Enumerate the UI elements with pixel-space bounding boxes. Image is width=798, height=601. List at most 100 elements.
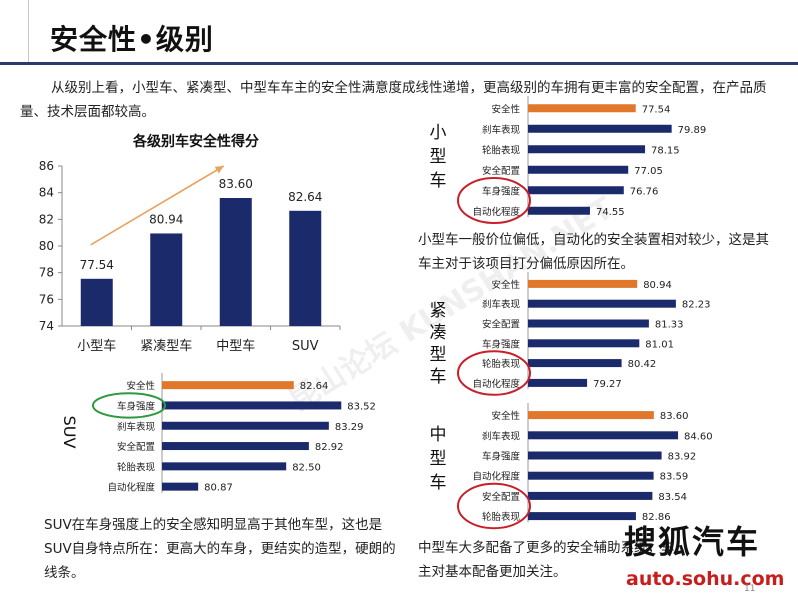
compact-category-label: 刹车表现: [482, 299, 521, 311]
compact-value-label: 80.94: [643, 280, 672, 291]
overall-bar: [219, 198, 252, 326]
suv-value-label: 83.29: [335, 422, 364, 433]
mid-category-label: 安全配置: [482, 491, 520, 503]
page-title: 安全性•级别: [50, 23, 214, 56]
mid-bar: [528, 451, 662, 460]
compact-bar: [528, 279, 638, 288]
mid-highlight-circle: [457, 482, 531, 530]
mid-category-label: 刹车表现: [482, 430, 521, 442]
compact-value-label: 81.33: [655, 320, 684, 331]
suv-value-label: 82.64: [300, 381, 329, 392]
overall-y-tick-label: 84: [39, 186, 54, 200]
overall-category-label: 紧凑型车: [140, 338, 192, 354]
overall-bar: [289, 210, 322, 326]
mid-category-label: 安全性: [491, 410, 520, 422]
compact-bar: [528, 359, 622, 368]
mid-value-label: 83.59: [660, 472, 689, 483]
trend-arrow-line: [90, 165, 225, 246]
small-value-label: 77.54: [642, 104, 671, 115]
overall-value-label: 77.54: [80, 258, 114, 272]
title-rule: [0, 62, 798, 65]
suv-bar: [162, 442, 309, 451]
overall-bar: [80, 278, 113, 326]
small-car-paragraph: 小型车一般价位偏低，自动化的安全装置相对较少，这是其车主对于该项目打分偏低原因所…: [418, 232, 769, 272]
suv-highlight-circle: [92, 392, 166, 419]
small-value-label: 76.76: [630, 186, 659, 197]
small-bar: [528, 145, 646, 154]
overall-y-tick-label: 78: [39, 266, 54, 280]
small-bar: [528, 124, 672, 133]
mid-bar: [528, 411, 654, 420]
suv-bar: [162, 401, 342, 410]
suv-paragraph: SUV在车身强度上的安全感知明显高于其他车型，这也是SUV自身特点所在：更高大的…: [44, 517, 396, 581]
mid-value-label: 83.92: [668, 452, 697, 463]
sohu-url: auto.sohu.com: [626, 568, 785, 590]
suv-category-label: 安全性: [126, 380, 155, 392]
mid-bar: [528, 471, 654, 480]
compact-bar: [528, 339, 640, 348]
overall-value-label: 83.60: [219, 177, 253, 191]
small-value-label: 79.89: [678, 125, 707, 136]
page-number: 11: [744, 584, 756, 594]
overall-y-tick-label: 76: [39, 292, 54, 306]
overall-chart-title: 各级别车安全性得分: [132, 133, 259, 150]
mid-group-label-char: 车: [430, 473, 447, 493]
suv-bar: [162, 462, 287, 471]
mid-value-label: 83.60: [660, 411, 689, 422]
small-bar: [528, 104, 636, 113]
compact-value-label: 80.42: [628, 359, 657, 370]
suv-group-label: SUV: [60, 416, 79, 449]
small-group-label-char: 小: [430, 123, 447, 143]
small-category-label: 安全配置: [482, 165, 520, 177]
small-category-label: 刹车表现: [482, 124, 521, 136]
small-bar: [528, 165, 629, 174]
overall-y-tick-label: 74: [39, 319, 54, 333]
compact-category-label: 自动化程度: [472, 378, 520, 390]
small-category-label: 轮胎表现: [482, 144, 521, 156]
trend-arrow-head: [214, 166, 224, 174]
overall-bar: [150, 233, 183, 326]
compact-bar: [528, 378, 588, 387]
compact-group-label-char: 紧: [430, 301, 447, 321]
overall-y-tick-label: 82: [39, 212, 54, 226]
small-value-label: 78.15: [651, 145, 680, 156]
suv-bar: [162, 421, 329, 430]
intro-paragraph: 从级别上看，小型车、紧凑型、中型车车主的安全性满意度成线性递增，更高级别的车拥有…: [20, 80, 767, 120]
compact-group-label-char: 凑: [430, 323, 447, 343]
mid-bar: [528, 491, 653, 500]
small-category-label: 自动化程度: [472, 206, 520, 218]
overall-category-label: SUV: [292, 339, 319, 354]
compact-value-label: 82.23: [682, 300, 711, 311]
compact-group-label-char: 车: [430, 367, 447, 387]
overall-y-tick-label: 80: [39, 239, 54, 253]
mid-value-label: 84.60: [684, 431, 713, 442]
overall-value-label: 82.64: [288, 190, 322, 204]
suv-value-label: 82.50: [292, 462, 321, 473]
small-bar: [528, 186, 624, 195]
small-category-label: 车身强度: [482, 185, 521, 197]
mid-category-label: 轮胎表现: [482, 511, 521, 523]
suv-category-label: 轮胎表现: [117, 461, 156, 473]
corner-divider: [0, 0, 29, 62]
suv-value-label: 83.52: [347, 401, 376, 412]
overall-category-label: 小型车: [77, 338, 116, 354]
small-value-label: 74.55: [596, 207, 625, 218]
compact-category-label: 安全配置: [482, 319, 520, 331]
suv-category-label: 自动化程度: [107, 482, 155, 494]
overall-y-tick-label: 86: [39, 159, 54, 173]
compact-bar: [528, 319, 649, 328]
compact-category-label: 车身强度: [482, 338, 521, 350]
compact-group-label-char: 型: [430, 345, 447, 365]
mid-group-label-char: 型: [430, 449, 447, 469]
compact-highlight-circle: [457, 350, 531, 396]
mid-value-label: 83.54: [658, 492, 687, 503]
compact-category-label: 轮胎表现: [482, 358, 521, 370]
overall-category-label: 中型车: [216, 338, 255, 354]
suv-category-label: 车身强度: [117, 400, 156, 412]
suv-bar: [162, 482, 199, 491]
suv-category-label: 安全配置: [117, 441, 155, 453]
mid-car-paragraph: 中型车大多配备了更多的安全辅助系统，车主对基本配备更加关注。: [418, 540, 675, 580]
small-highlight-circle: [457, 177, 531, 224]
compact-bar: [528, 299, 676, 308]
